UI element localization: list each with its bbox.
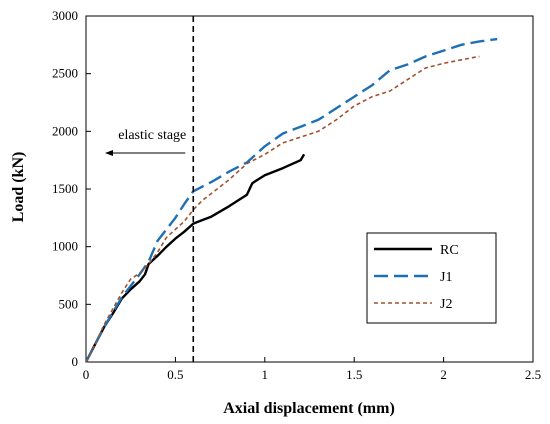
legend-box (366, 232, 497, 324)
series-line-j1 (84, 37, 498, 363)
y-axis-label: Load (kN) (10, 152, 27, 223)
legend-label-rc: RC (440, 243, 459, 258)
x-tick-label: 1.5 (346, 367, 362, 382)
y-tick-label: 2000 (52, 123, 78, 138)
legend: RC J1 J2 (366, 232, 497, 324)
x-tick-label: 1 (262, 367, 269, 382)
y-tick-label: 0 (72, 354, 79, 369)
x-tick-label: 2.5 (525, 367, 541, 382)
y-tick-label: 2500 (52, 66, 78, 81)
data-series (84, 37, 498, 363)
elastic-stage-label: elastic stage (118, 128, 186, 143)
y-tick-label: 1000 (52, 239, 78, 254)
axis-ticks: 0 0.5 1 1.5 2 2.5 0 500 1000 1500 2000 2500 3000 (52, 8, 541, 382)
elastic-stage-annotation: elastic stage (105, 16, 195, 362)
y-tick-label: 500 (59, 296, 79, 311)
x-tick-label: 0.5 (167, 367, 183, 382)
x-tick-label: 2 (440, 367, 447, 382)
series-line-j2 (85, 55, 480, 363)
x-tick-label: 0 (83, 367, 90, 382)
x-axis-label: Axial displacement (mm) (223, 400, 395, 417)
legend-label-j1: J1 (440, 270, 452, 285)
y-tick-label: 3000 (52, 8, 78, 23)
series-line-rc (84, 153, 306, 363)
y-tick-label: 1500 (52, 181, 78, 196)
legend-label-j2: J2 (440, 297, 452, 312)
